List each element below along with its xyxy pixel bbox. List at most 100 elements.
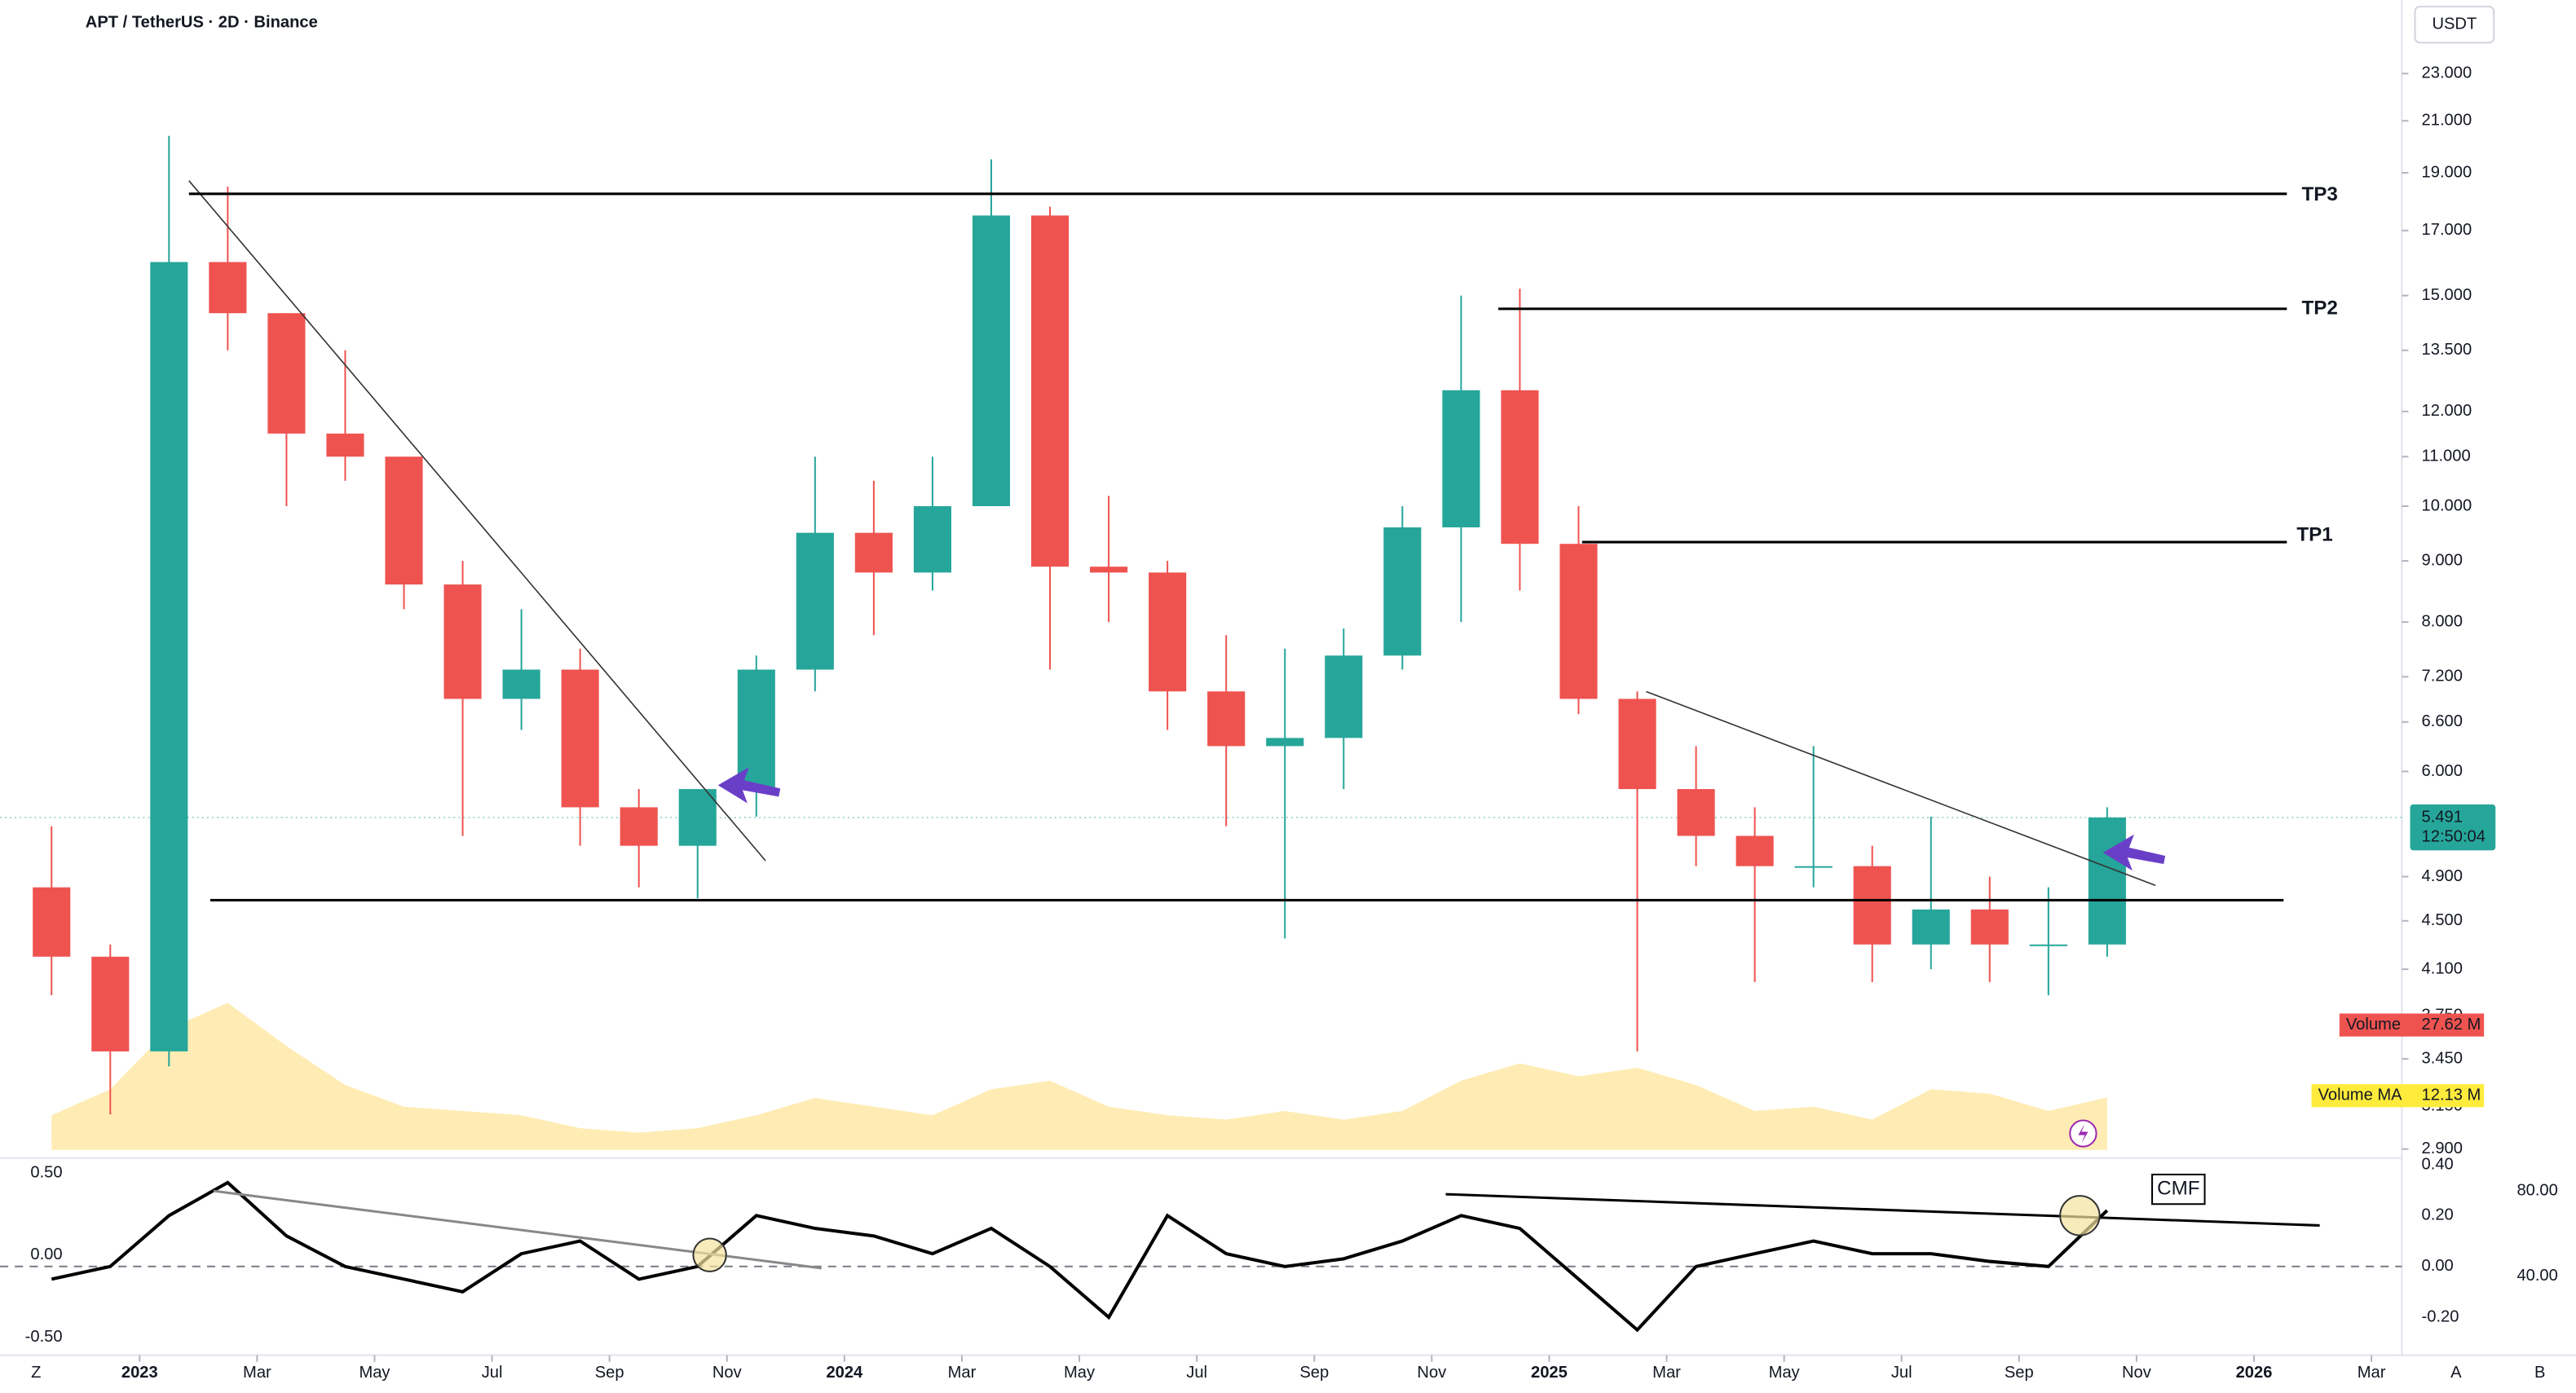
volume-label: Volume — [2346, 1016, 2401, 1034]
candle-body — [620, 807, 658, 846]
x-tick-label: Nov — [712, 1364, 742, 1382]
y-tick-label: 7.200 — [2422, 668, 2463, 685]
x-tick-label: Jul — [1186, 1364, 1207, 1382]
candle-body — [796, 532, 834, 670]
indicator-tick-label: -0.20 — [2422, 1307, 2459, 1325]
y-tick-label: 6.000 — [2422, 762, 2463, 780]
ui-button[interactable]: Z — [31, 1364, 41, 1382]
x-tick-label: May — [359, 1364, 390, 1382]
indicator-left-tick-label: -0.50 — [25, 1328, 63, 1346]
price-label: 5.491 — [2422, 808, 2463, 826]
y-tick-label: 21.000 — [2422, 112, 2472, 130]
x-tick-label: Mar — [948, 1364, 977, 1382]
x-tick-label: 2023 — [121, 1364, 158, 1382]
ui-button[interactable]: B — [2534, 1364, 2545, 1382]
y-tick-label: 15.000 — [2422, 286, 2472, 304]
x-tick-label: May — [1064, 1364, 1096, 1382]
y-tick-label: 10.000 — [2422, 496, 2472, 514]
candle-body — [737, 669, 775, 790]
x-tick-label: 2024 — [826, 1364, 863, 1382]
x-tick-label: Jul — [482, 1364, 503, 1382]
indicator-line — [51, 1180, 2109, 1333]
y-tick-label: 4.500 — [2422, 911, 2463, 929]
candle-body — [1912, 909, 1950, 945]
volume-value: 27.62 M — [2422, 1016, 2481, 1034]
y-tick-label: 4.100 — [2422, 959, 2463, 977]
candle-body — [33, 887, 71, 957]
currency-label[interactable]: USDT — [2432, 15, 2477, 33]
candle-body — [854, 532, 893, 573]
x-tick-label: Mar — [1652, 1364, 1681, 1382]
x-tick-label: Sep — [1299, 1364, 1329, 1382]
y-tick-label: 2.900 — [2422, 1140, 2463, 1157]
candle-body — [443, 584, 482, 699]
candle-body — [678, 789, 717, 846]
candle-body — [913, 505, 951, 573]
target-label: TP3 — [2301, 183, 2337, 205]
x-tick-label: 2025 — [1531, 1364, 1568, 1382]
indicator-far-tick-label: 80.00 — [2516, 1181, 2557, 1199]
chart-title: APT / TetherUS · 2D · Binance — [86, 14, 318, 32]
volume-ma-label: Volume MA — [2318, 1087, 2403, 1104]
x-tick-label: Mar — [243, 1364, 271, 1382]
trendline — [188, 180, 766, 862]
alert-icon-bolt — [2078, 1123, 2089, 1144]
candle-body — [150, 262, 188, 1051]
candle-body — [1736, 835, 1774, 866]
back-layer: 2.9003.1503.4503.7504.1004.5004.9006.000… — [0, 64, 2558, 1382]
candle-body — [1970, 909, 2009, 945]
x-tick-label: May — [1769, 1364, 1801, 1382]
candle-body — [972, 215, 1011, 506]
x-tick-label: Nov — [1417, 1364, 1446, 1382]
y-tick-label: 4.900 — [2422, 867, 2463, 885]
candle-body — [1559, 544, 1598, 699]
countdown-label: 12:50:04 — [2422, 827, 2486, 845]
price-label-box — [2410, 804, 2496, 851]
volume-ma-value: 12.13 M — [2422, 1087, 2481, 1104]
candle-body — [1618, 699, 1656, 790]
volume-ma-area — [51, 1003, 2107, 1150]
candle-body — [1501, 390, 1539, 544]
indicator-label: CMF — [2157, 1177, 2199, 1199]
x-tick-label: Jul — [1891, 1364, 1912, 1382]
ui-button[interactable]: A — [2450, 1364, 2462, 1382]
highlight-circle — [692, 1237, 727, 1272]
indicator-left-tick-label: 0.00 — [30, 1245, 62, 1263]
indicator-tick-label: 0.20 — [2422, 1206, 2454, 1224]
candle-body — [2088, 817, 2126, 945]
candle-body — [1090, 566, 1128, 573]
candle-body — [1149, 572, 1187, 692]
candle-body — [1207, 691, 1246, 747]
x-tick-label: 2026 — [2236, 1364, 2273, 1382]
candle-body — [1442, 390, 1480, 527]
y-tick-label: 3.450 — [2422, 1049, 2463, 1067]
candle-body — [91, 956, 130, 1051]
target-label: TP1 — [2296, 523, 2332, 545]
y-tick-label: 6.600 — [2422, 712, 2463, 730]
candle-body — [1266, 738, 1304, 747]
candle-body — [561, 669, 599, 808]
x-tick-label: Sep — [2005, 1364, 2034, 1382]
candle-body — [209, 262, 247, 314]
volume-ma-label-box — [2311, 1084, 2485, 1108]
volume-label-box — [2339, 1013, 2485, 1037]
candle-body — [385, 456, 423, 585]
candle-body — [326, 433, 364, 457]
x-tick-label: Nov — [2122, 1364, 2151, 1382]
candle-body — [267, 313, 306, 434]
indicator-left-tick-label: 0.50 — [30, 1163, 62, 1181]
indicator-trendline — [1445, 1192, 2320, 1227]
candle-body — [1383, 527, 1422, 656]
candle-body — [502, 669, 540, 699]
arrow — [2102, 834, 2166, 871]
indicator-tick-label: 0.40 — [2422, 1155, 2454, 1173]
highlight-circle — [2059, 1195, 2101, 1237]
y-tick-label: 12.000 — [2422, 402, 2472, 420]
y-tick-label: 9.000 — [2422, 551, 2463, 569]
candle-body — [2029, 944, 2067, 946]
currency-button[interactable] — [2414, 6, 2495, 44]
candle-body — [1853, 866, 1891, 945]
y-tick-label: 17.000 — [2422, 221, 2472, 239]
